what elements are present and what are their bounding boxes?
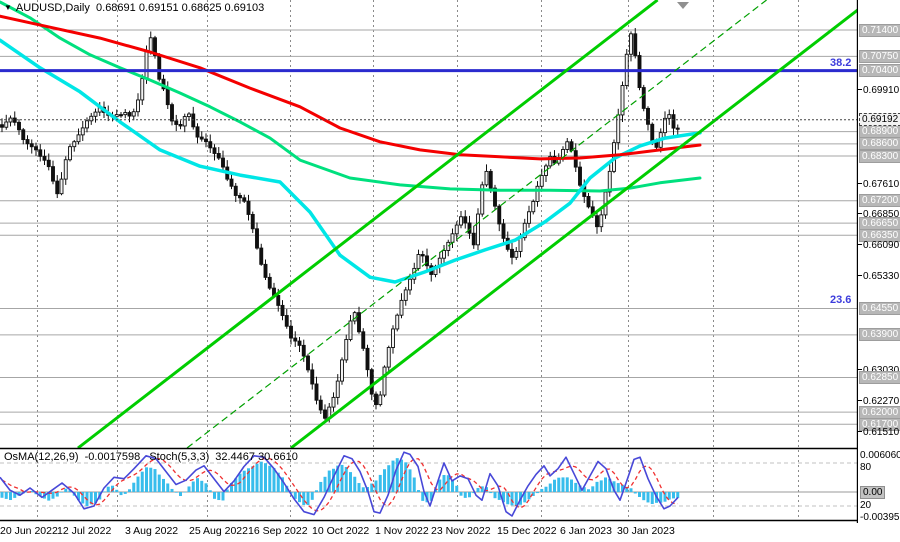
time-axis[interactable]: 20 Jun 2022 12 Jul 2022 3 Aug 2022 25 Aug 2… <box>0 523 858 542</box>
osma-histogram <box>0 458 680 507</box>
stoch-k-line <box>0 451 679 517</box>
date-tick-label: 12 Jul 2022 <box>57 525 112 537</box>
osma-name: OsMA(12,26,9) <box>4 451 79 463</box>
symbol-dropdown-icon[interactable]: ▼ <box>4 3 12 12</box>
price-level-badge: 0.64550 <box>859 302 900 315</box>
ma-red-slow <box>0 14 702 161</box>
date-tick-label: 30 Jan 2023 <box>617 525 675 537</box>
osma-value: -0.0017598 <box>84 451 141 463</box>
main-pane[interactable] <box>0 0 871 448</box>
date-tick-label: 1 Nov 2022 <box>375 525 429 537</box>
indicator-label: OsMA(12,26,9) -0.0017598 Stoch(5,3,3) 32.4… <box>4 451 304 463</box>
date-tick-label: 10 Oct 2022 <box>312 525 370 537</box>
indicator-axis-label: 0.00 <box>860 486 886 499</box>
price-tick-label: 0.61510 <box>863 427 900 438</box>
indicator-axis-label: 20 <box>860 500 872 511</box>
trend-channel[interactable] <box>77 0 871 448</box>
date-tick-label: 15 Dec 2022 <box>497 525 557 537</box>
indicator-axis-label: 0.0060609 <box>860 450 900 461</box>
stoch-name: Stoch(5,3,3) <box>149 451 210 463</box>
price-tick-label: 0.66090 <box>863 240 900 251</box>
price-level-badge: 0.68600 <box>859 137 900 150</box>
price-tick-label: 0.63030 <box>861 364 899 377</box>
ma-green-medium <box>0 0 702 193</box>
price-level-badge: 0.70750 <box>859 50 900 63</box>
date-tick-label: 3 Aug 2022 <box>125 525 179 537</box>
ohlc-close: 0.69103 <box>224 2 265 14</box>
month-separators <box>37 0 799 520</box>
date-tick-label: 16 Sep 2022 <box>248 525 308 537</box>
indicator-pane[interactable] <box>0 451 857 517</box>
indicator-axis-label: -0.003956 <box>860 512 900 523</box>
date-tick-label: 20 Jun 2022 <box>0 525 58 537</box>
price-level-badge: 0.68300 <box>859 150 900 163</box>
date-tick-label: 6 Jan 2023 <box>560 525 612 537</box>
ma-cyan-fast <box>0 38 702 284</box>
price-tick-label: 0.66850 <box>863 209 900 220</box>
ohlc-low: 0.68625 <box>181 2 222 14</box>
price-tick-label: 0.65330 <box>863 271 900 282</box>
price-level-badge: 0.63900 <box>859 328 900 341</box>
chart-shift-marker-icon[interactable] <box>677 2 689 9</box>
price-tick-label: 0.69910 <box>863 85 900 96</box>
price-axis[interactable]: 0.71400 0.70750 0.70400 0.69910 0.68900 0.686… <box>858 0 900 542</box>
price-tick-label: 0.62270 <box>863 396 900 407</box>
symbol-period-label: AUDUSD,Daily <box>15 2 90 14</box>
price-level-badge: 0.70400 <box>859 64 900 77</box>
chart-title: ▼ AUDUSD,Daily 0.68691 0.69151 0.68625 0.… <box>4 2 264 14</box>
indicator-axis-label: 80 <box>860 462 872 473</box>
date-tick-label: 25 Aug 2022 <box>189 525 248 537</box>
price-level-badge: 0.71400 <box>859 24 900 37</box>
price-level-badge: 0.67200 <box>859 194 900 207</box>
current-price-badge: 0.69192 <box>859 113 900 126</box>
ohlc-open: 0.68691 <box>96 2 136 14</box>
fib-382-label: 38.2 <box>830 57 852 69</box>
fib-236-label: 23.6 <box>830 294 852 306</box>
date-tick-label: 23 Nov 2022 <box>431 525 491 537</box>
price-level-badge: 0.62850 <box>859 371 900 384</box>
price-tick-label: 0.67610 <box>863 179 900 190</box>
stoch-values: 32.4467 30.6610 <box>215 451 298 463</box>
ohlc-high: 0.69151 <box>138 2 179 14</box>
